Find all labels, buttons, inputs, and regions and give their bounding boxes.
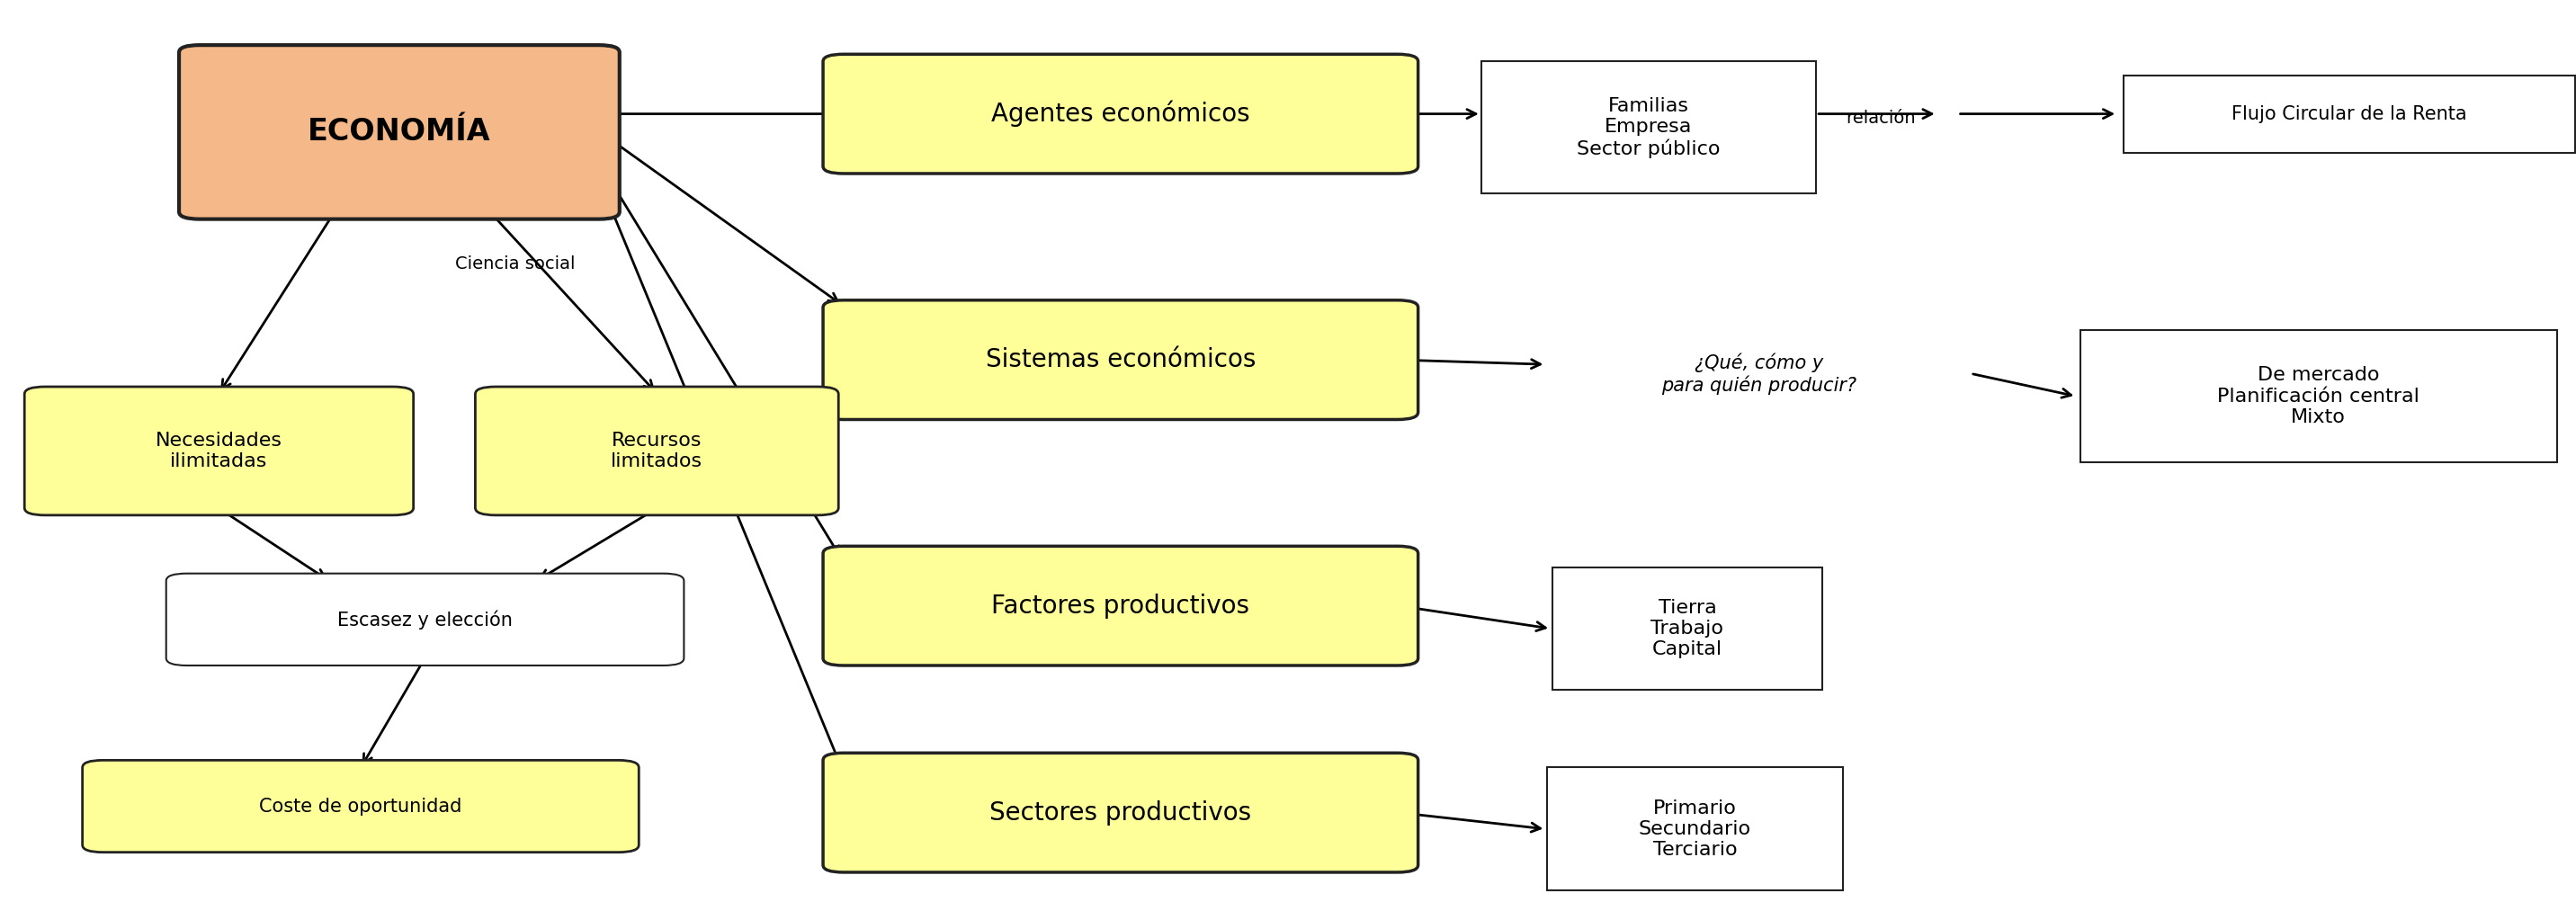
Text: Factores productivos: Factores productivos <box>992 593 1249 619</box>
Text: Flujo Circular de la Renta: Flujo Circular de la Renta <box>2231 105 2468 123</box>
Text: ECONOMÍA: ECONOMÍA <box>307 118 492 147</box>
FancyBboxPatch shape <box>824 752 1417 873</box>
FancyBboxPatch shape <box>1481 62 1816 194</box>
Text: Sistemas económicos: Sistemas económicos <box>987 347 1255 373</box>
FancyBboxPatch shape <box>824 300 1417 419</box>
FancyBboxPatch shape <box>1551 567 1824 691</box>
Text: De mercado
Planificación central
Mixto: De mercado Planificación central Mixto <box>2218 366 2419 426</box>
Text: Tierra
Trabajo
Capital: Tierra Trabajo Capital <box>1651 599 1723 659</box>
FancyBboxPatch shape <box>824 546 1417 665</box>
FancyBboxPatch shape <box>26 386 415 515</box>
Text: Coste de oportunidad: Coste de oportunidad <box>260 797 461 815</box>
FancyBboxPatch shape <box>824 55 1417 173</box>
FancyBboxPatch shape <box>82 760 639 853</box>
Text: ¿Qué, cómo y
para quién producir?: ¿Qué, cómo y para quién producir? <box>1662 353 1857 394</box>
Text: Escasez y elección: Escasez y elección <box>337 609 513 630</box>
FancyBboxPatch shape <box>2081 331 2555 463</box>
Text: Ciencia social: Ciencia social <box>456 256 574 272</box>
Text: Sectores productivos: Sectores productivos <box>989 800 1252 825</box>
FancyBboxPatch shape <box>1546 767 1844 891</box>
FancyBboxPatch shape <box>477 386 840 515</box>
Text: Agentes económicos: Agentes económicos <box>992 100 1249 128</box>
Text: Primario
Secundario
Terciario: Primario Secundario Terciario <box>1638 799 1752 859</box>
Text: Recursos
limitados: Recursos limitados <box>611 432 703 470</box>
Text: Necesidades
ilimitadas: Necesidades ilimitadas <box>155 432 283 470</box>
Text: Familias
Empresa
Sector público: Familias Empresa Sector público <box>1577 97 1721 159</box>
FancyBboxPatch shape <box>165 574 685 665</box>
FancyBboxPatch shape <box>2123 75 2576 152</box>
FancyBboxPatch shape <box>180 46 621 220</box>
Text: relación: relación <box>1844 110 1917 127</box>
